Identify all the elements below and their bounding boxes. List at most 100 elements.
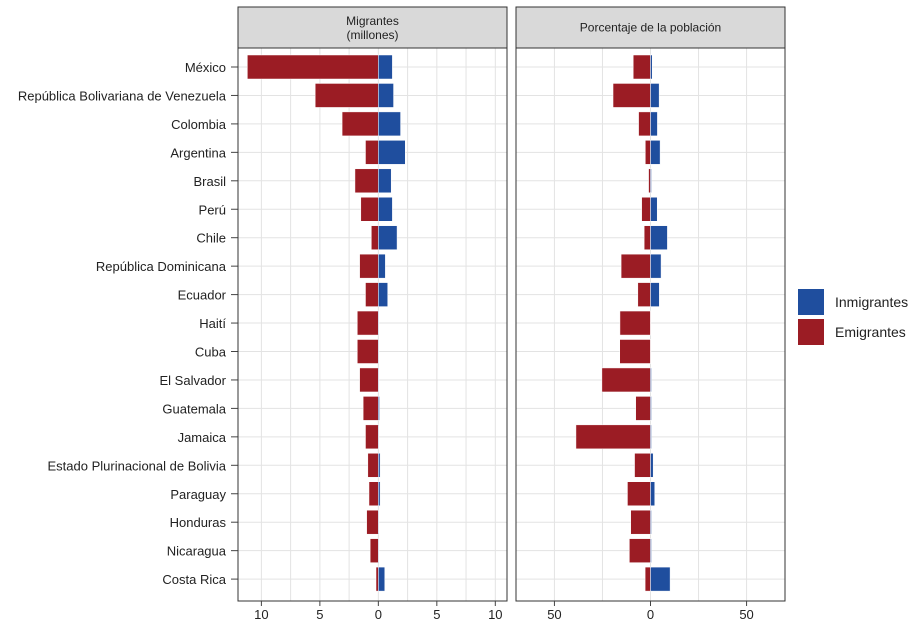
bar-inmigrantes [378,168,392,194]
bar-inmigrantes [378,54,393,80]
x-tick-label: 0 [375,607,382,622]
category-label: Jamaica [178,430,227,445]
panel-header [237,6,508,49]
bar-emigrantes [365,140,379,165]
panel-title: Migrantes (millones) [346,14,399,42]
bar-inmigrantes [650,253,662,279]
bar-inmigrantes [378,83,394,108]
bar-inmigrantes [650,140,661,165]
bar-inmigrantes [650,424,652,450]
legend-item-inmigrantes: Inmigrantes [798,287,908,317]
bar-emigrantes [357,339,379,364]
x-tick-label: 0 [647,607,654,622]
bar-emigrantes [357,310,379,336]
bar-emigrantes [314,83,379,108]
bar-emigrantes [354,168,379,194]
bar-inmigrantes [378,140,406,165]
bar-emigrantes [619,339,651,364]
bar-emigrantes [247,54,379,80]
category-label: Honduras [170,515,227,530]
x-tick-label: 50 [547,607,561,622]
bar-emigrantes [627,481,651,506]
bar-inmigrantes [650,367,652,393]
bar-inmigrantes [378,396,380,421]
legend-swatch-inmigrantes [798,289,824,315]
bar-emigrantes [638,111,651,137]
x-tick-label: 10 [254,607,268,622]
bar-inmigrantes [378,367,380,393]
bar-inmigrantes [378,253,386,279]
bar-emigrantes [632,54,651,80]
bar-emigrantes [629,538,651,563]
bar-inmigrantes [650,453,654,478]
bar-inmigrantes [650,225,668,250]
bar-inmigrantes [378,282,388,307]
panel-title: Porcentaje de la población [580,21,721,35]
x-tick-label: 50 [739,607,753,622]
bar-emigrantes [575,424,651,450]
bar-inmigrantes [378,538,380,563]
category-label: Perú [199,202,226,217]
category-label: Paraguay [170,487,226,502]
category-label: Costa Rica [162,572,226,587]
bar-emigrantes [619,310,651,336]
bar-inmigrantes [650,111,658,137]
category-label: Guatemala [162,401,226,416]
category-label: Ecuador [178,288,227,303]
category-label: Nicaragua [167,544,227,559]
bar-emigrantes [360,197,379,222]
category-label: El Salvador [160,373,227,388]
category-label: Haití [199,316,226,331]
bar-emigrantes [371,225,379,250]
bar-emigrantes [367,453,379,478]
bar-emigrantes [643,225,651,250]
bar-emigrantes [620,253,651,279]
bar-inmigrantes [378,453,381,478]
bar-emigrantes [637,282,651,307]
category-label: Argentina [170,145,226,160]
category-label: Cuba [195,345,227,360]
legend-item-emigrantes: Emigrantes [798,317,908,347]
bar-inmigrantes [650,339,652,364]
category-label: Chile [196,231,226,246]
bar-inmigrantes [650,396,652,421]
bar-inmigrantes [650,83,660,108]
category-label: Brasil [193,174,226,189]
category-label: República Bolivariana de Venezuela [18,88,227,103]
bar-inmigrantes [378,197,393,222]
bar-emigrantes [365,282,379,307]
bar-emigrantes [366,509,379,535]
legend-label-inmigrantes: Inmigrantes [835,294,908,310]
bar-emigrantes [375,566,379,592]
bar-inmigrantes [378,566,386,592]
bar-inmigrantes [650,197,658,222]
bar-emigrantes [601,367,651,393]
bar-inmigrantes [378,225,398,250]
bar-emigrantes [644,566,651,592]
bar-inmigrantes [378,424,380,450]
bar-inmigrantes [650,310,652,336]
category-label: México [185,60,226,75]
bar-emigrantes [359,367,379,393]
bar-inmigrantes [650,481,655,506]
bar-emigrantes [341,111,379,137]
bar-emigrantes [630,509,651,535]
x-tick-label: 5 [433,607,440,622]
bar-inmigrantes [650,54,653,80]
bar-emigrantes [369,538,379,563]
bar-inmigrantes [378,481,381,506]
category-label: República Dominicana [96,259,227,274]
legend-swatch-emigrantes [798,319,824,345]
bar-emigrantes [362,396,379,421]
bar-inmigrantes [378,339,380,364]
bar-emigrantes [641,197,651,222]
bar-emigrantes [368,481,379,506]
category-label: Estado Plurinacional de Bolivia [48,458,227,473]
panel-header [515,6,786,49]
bar-emigrantes [648,168,651,194]
panel-border [237,47,508,602]
bar-inmigrantes [650,168,652,194]
bar-inmigrantes [378,310,380,336]
bar-emigrantes [634,453,651,478]
